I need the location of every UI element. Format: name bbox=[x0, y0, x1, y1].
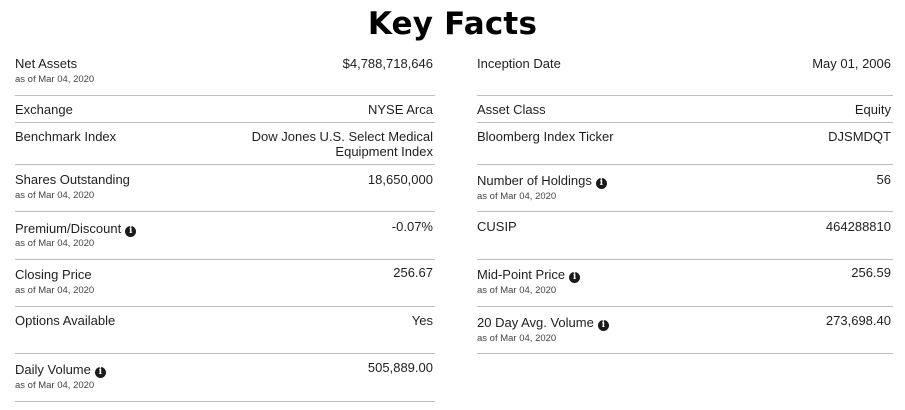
fact-as-of-date: as of Mar 04, 2020 bbox=[15, 380, 95, 391]
fact-row-premium-discount: Premium/Discount i as of Mar 04, 2020 -0.… bbox=[15, 212, 435, 260]
fact-label: Net Assets bbox=[15, 56, 78, 71]
fact-label: CUSIP bbox=[477, 219, 517, 234]
info-icon[interactable]: i bbox=[595, 178, 607, 189]
fact-label: Number of Holdings bbox=[477, 173, 592, 188]
fact-value: 256.67 bbox=[393, 265, 433, 280]
fact-label: Options Available bbox=[15, 313, 116, 328]
fact-label-wrap: Daily Volume i bbox=[15, 362, 106, 378]
fact-label: Bloomberg Index Ticker bbox=[477, 129, 614, 144]
fact-row-benchmark-index: Benchmark Index Dow Jones U.S. Select Me… bbox=[15, 123, 435, 165]
fact-label-wrap: Number of Holdings i bbox=[477, 173, 607, 189]
fact-as-of-date: as of Mar 04, 2020 bbox=[15, 285, 95, 296]
fact-as-of-date: as of Mar 04, 2020 bbox=[15, 190, 95, 201]
fact-label: Shares Outstanding bbox=[15, 172, 130, 187]
fact-label: Asset Class bbox=[477, 102, 546, 117]
fact-label: Inception Date bbox=[477, 56, 561, 71]
fact-label: Daily Volume bbox=[15, 362, 91, 377]
fact-value: 273,698.40 bbox=[825, 313, 891, 328]
fact-label-wrap: Premium/Discount i bbox=[15, 221, 137, 237]
fact-value: 505,889.00 bbox=[367, 360, 433, 375]
fact-value: May 01, 2006 bbox=[812, 56, 891, 71]
fact-row-mid-point-price: Mid-Point Price i as of Mar 04, 2020 256.… bbox=[477, 260, 893, 307]
fact-as-of-date: as of Mar 04, 2020 bbox=[477, 333, 557, 344]
fact-value: DJSMDQT bbox=[828, 129, 891, 144]
fact-row-exchange: Exchange NYSE Arca bbox=[15, 96, 435, 123]
fact-value: Yes bbox=[411, 313, 433, 328]
fact-as-of-date: as of Mar 04, 2020 bbox=[477, 285, 557, 296]
fact-label: Closing Price bbox=[15, 267, 92, 282]
fact-label-wrap: Mid-Point Price i bbox=[477, 267, 581, 283]
fact-row-shares-outstanding: Shares Outstanding as of Mar 04, 2020 18… bbox=[15, 165, 435, 212]
info-icon[interactable]: i bbox=[597, 320, 609, 331]
fact-row-inception-date: Inception Date May 01, 2006 bbox=[477, 48, 893, 96]
fact-label: Premium/Discount bbox=[15, 221, 122, 236]
fact-label: 20 Day Avg. Volume bbox=[477, 315, 594, 330]
info-icon[interactable]: i bbox=[125, 226, 137, 237]
fact-value: Equity bbox=[854, 102, 891, 117]
fact-value: 464288810 bbox=[825, 219, 891, 234]
fact-label: Exchange bbox=[15, 102, 73, 117]
fact-row-number-of-holdings: Number of Holdings i as of Mar 04, 2020 5… bbox=[477, 165, 893, 212]
fact-as-of-date: as of Mar 04, 2020 bbox=[477, 191, 557, 202]
fact-row-asset-class: Asset Class Equity bbox=[477, 96, 893, 123]
fact-label-wrap: 20 Day Avg. Volume i bbox=[477, 315, 609, 331]
fact-row-net-assets: Net Assets as of Mar 04, 2020 $4,788,718… bbox=[15, 48, 435, 96]
fact-as-of-date: as of Mar 04, 2020 bbox=[15, 74, 95, 85]
fact-value: 18,650,000 bbox=[367, 172, 433, 187]
key-facts-left-column: Net Assets as of Mar 04, 2020 $4,788,718… bbox=[15, 48, 435, 402]
fact-row-cusip: CUSIP 464288810 bbox=[477, 212, 893, 260]
fact-label: Mid-Point Price bbox=[477, 267, 566, 282]
fact-row-20-day-avg-volume: 20 Day Avg. Volume i as of Mar 04, 2020 2… bbox=[477, 307, 893, 354]
fact-value: -0.07% bbox=[391, 219, 433, 234]
fact-label: Benchmark Index bbox=[15, 129, 117, 144]
fact-value: Dow Jones U.S. Select Medical Equipment … bbox=[251, 129, 433, 159]
info-icon[interactable]: i bbox=[569, 272, 581, 283]
fact-value: $4,788,718,646 bbox=[342, 56, 433, 71]
key-facts-right-column: Inception Date May 01, 2006 Asset Class … bbox=[477, 48, 893, 354]
fact-value: NYSE Arca bbox=[367, 102, 433, 117]
page-title: Key Facts bbox=[367, 6, 538, 42]
fact-row-daily-volume: Daily Volume i as of Mar 04, 2020 505,889… bbox=[15, 354, 435, 402]
fact-row-closing-price: Closing Price as of Mar 04, 2020 256.67 bbox=[15, 260, 435, 307]
fact-value: 56 bbox=[876, 172, 891, 187]
fact-as-of-date: as of Mar 04, 2020 bbox=[15, 238, 95, 249]
info-icon[interactable]: i bbox=[94, 367, 106, 378]
fact-value: 256.59 bbox=[851, 265, 891, 280]
fact-row-options-available: Options Available Yes bbox=[15, 307, 435, 354]
fact-row-bloomberg-ticker: Bloomberg Index Ticker DJSMDQT bbox=[477, 123, 893, 165]
